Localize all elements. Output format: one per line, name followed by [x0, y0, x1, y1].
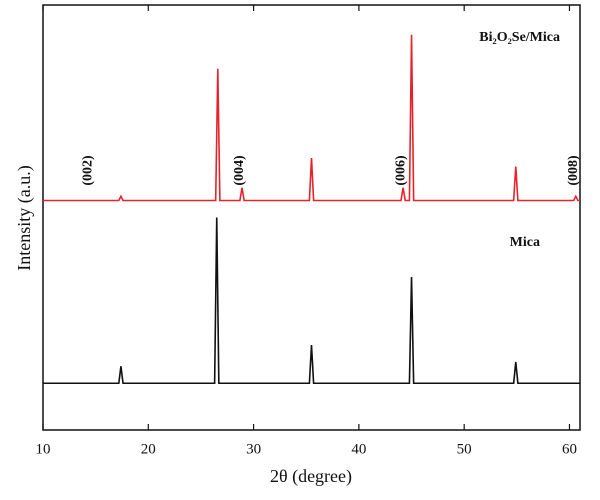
peak-annotation: (004) [232, 155, 247, 186]
data-line [43, 34, 580, 202]
y-axis-label: Intensity (a.u.) [14, 165, 35, 270]
x-tick-label: 10 [36, 441, 51, 457]
peak-annotation: (006) [393, 155, 408, 186]
series-label: Bi₂O₂Se/Mica [479, 30, 560, 45]
series-label: Mica [510, 235, 540, 250]
plot-frame [42, 4, 581, 431]
x-tick-label: 40 [351, 441, 366, 457]
peak-annotation: (008) [566, 155, 581, 186]
x-tick-label: 50 [457, 441, 472, 457]
x-axis-label: 2θ (degree) [270, 466, 352, 487]
x-tick-label: 60 [562, 441, 577, 457]
data-line [43, 217, 580, 385]
x-tick-label: 20 [141, 441, 156, 457]
peak-annotation: (002) [81, 155, 96, 186]
x-tick-label: 30 [246, 441, 261, 457]
